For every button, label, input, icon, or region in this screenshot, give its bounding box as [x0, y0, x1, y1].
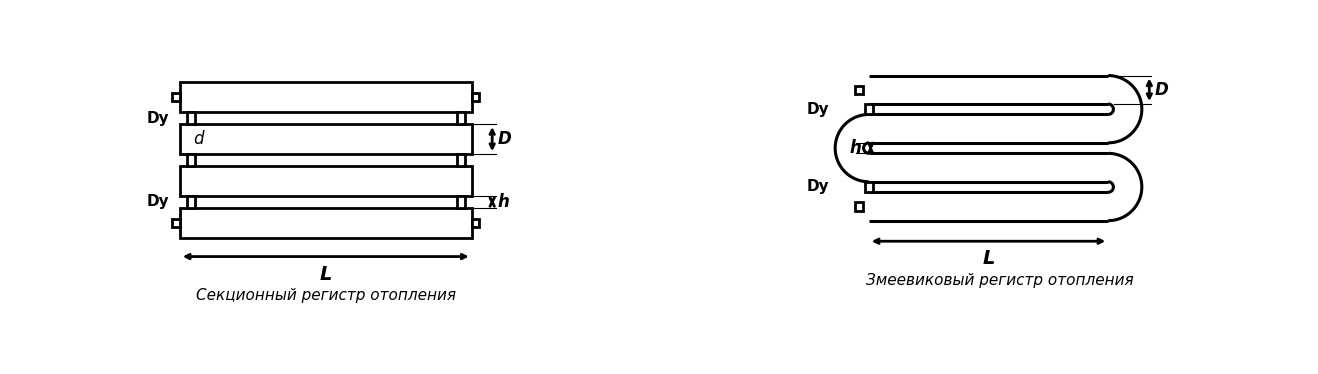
- Bar: [472, 94, 480, 101]
- Bar: [179, 82, 472, 112]
- Bar: [456, 112, 465, 124]
- Text: Dy: Dy: [807, 180, 830, 194]
- Bar: [855, 86, 863, 94]
- Text: Dy: Dy: [146, 194, 169, 209]
- Text: h: h: [850, 139, 862, 157]
- Bar: [472, 219, 480, 227]
- Bar: [187, 154, 195, 166]
- Bar: [179, 208, 472, 238]
- Text: Dy: Dy: [807, 102, 830, 117]
- Bar: [179, 166, 472, 196]
- Bar: [187, 196, 195, 208]
- Text: L: L: [319, 265, 332, 284]
- Bar: [865, 104, 873, 114]
- Text: D: D: [1155, 81, 1169, 99]
- Text: Секционный регистр отопления: Секционный регистр отопления: [196, 288, 456, 303]
- Text: h: h: [498, 193, 510, 211]
- Bar: [865, 182, 873, 192]
- Bar: [456, 154, 465, 166]
- Text: D: D: [498, 130, 511, 148]
- Bar: [173, 219, 179, 227]
- Text: L: L: [982, 249, 995, 269]
- Text: d: d: [192, 130, 203, 148]
- Bar: [456, 196, 465, 208]
- Bar: [179, 124, 472, 154]
- Bar: [173, 94, 179, 101]
- Text: Змеевиковый регистр отопления: Змеевиковый регистр отопления: [866, 273, 1133, 288]
- Bar: [187, 112, 195, 124]
- Text: Dy: Dy: [146, 111, 169, 126]
- Bar: [855, 202, 863, 211]
